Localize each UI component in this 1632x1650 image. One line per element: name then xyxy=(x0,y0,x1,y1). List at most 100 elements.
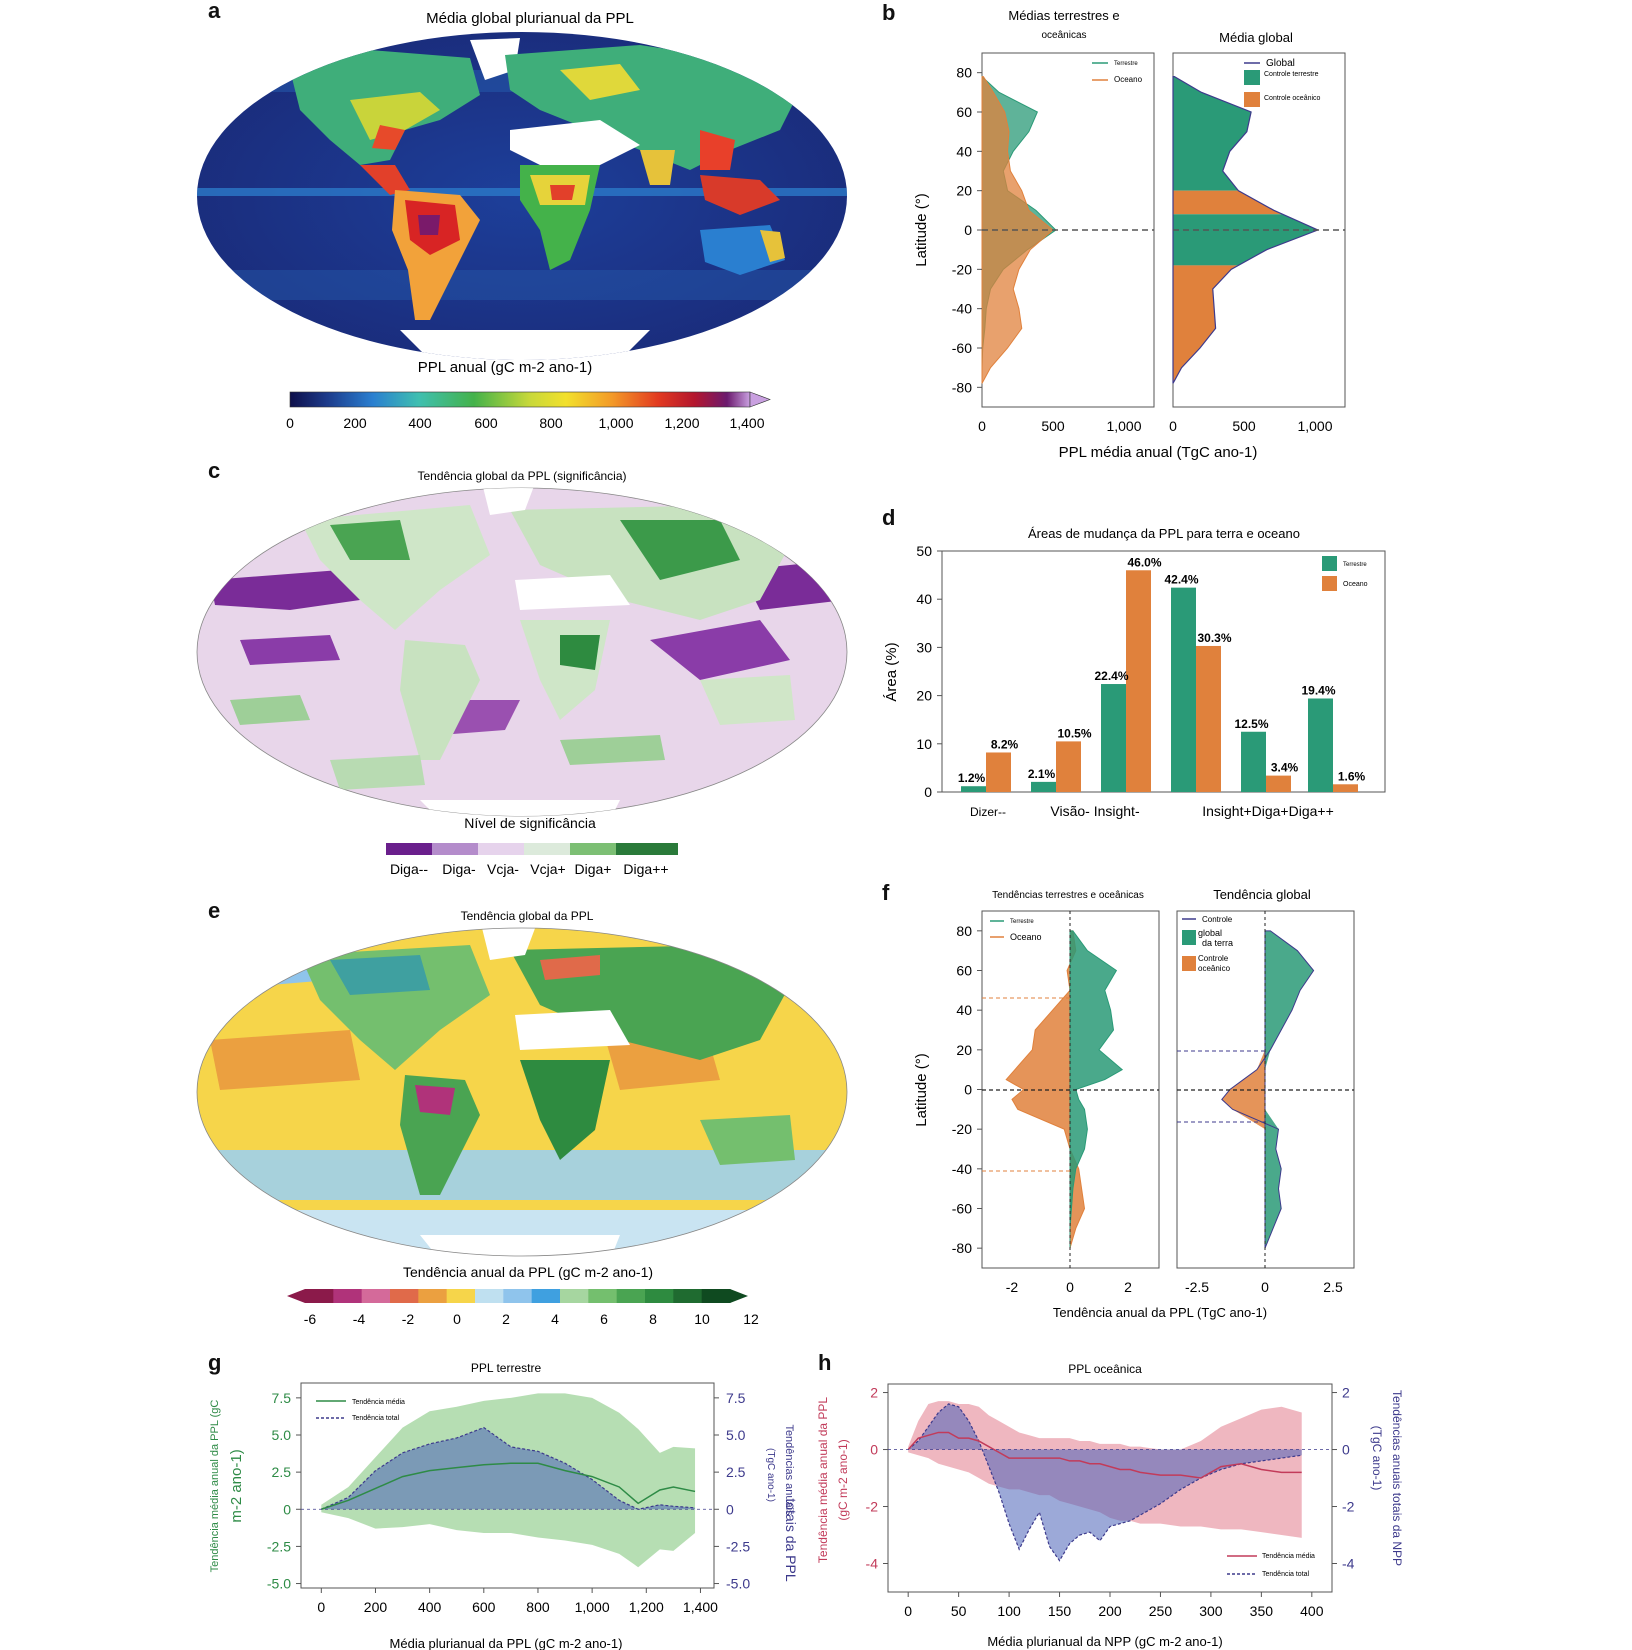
panel-letter-a: a xyxy=(208,0,221,23)
panel-b: Médias terrestres e oceânicas Média glob… xyxy=(913,8,1346,461)
e-cbar-tick: 2 xyxy=(502,1311,510,1327)
map-a-continents xyxy=(197,38,847,360)
e-cbar-cell xyxy=(390,1289,419,1303)
b-global-line xyxy=(1172,76,1320,384)
f-ytick-label: -40 xyxy=(952,1161,972,1177)
xtick-label: 150 xyxy=(1048,1603,1072,1619)
d-bar-ocean xyxy=(1196,645,1221,792)
ytick-right-label: -4 xyxy=(1342,1556,1355,1572)
panel-b-subtitle-left-1: Médias terrestres e xyxy=(1008,8,1119,23)
total-line xyxy=(321,1426,696,1510)
ytick-right-label: -2 xyxy=(1342,1499,1355,1515)
cbar-a-tick: 0 xyxy=(286,415,294,431)
b-ytick-label: 80 xyxy=(956,65,972,81)
mean-line xyxy=(321,1462,696,1510)
panel-c-colorbar xyxy=(386,843,678,855)
ytick-left-label: 0 xyxy=(283,1501,291,1517)
cbar-a-tick: 600 xyxy=(474,415,498,431)
panel-f-subtitle-right: Tendência global xyxy=(1213,887,1311,902)
panel-f-subtitle-left: Tendências terrestres e oceânicas xyxy=(992,890,1144,901)
cbar-c-cell xyxy=(386,843,432,855)
d-value-label-land: 22.4% xyxy=(1094,669,1128,683)
e-cbar-cell xyxy=(361,1289,391,1303)
e-cbar-cell xyxy=(560,1289,589,1303)
f-land-area xyxy=(1069,930,1124,1249)
panel-letter-h: h xyxy=(818,1350,831,1375)
panel-letter-e: e xyxy=(208,898,220,923)
cbar-c-tick: Diga+ xyxy=(575,861,612,877)
total-area xyxy=(908,1403,1302,1561)
cbar-a-tick: 1,000 xyxy=(598,415,633,431)
xtick-label: 400 xyxy=(418,1599,442,1615)
panel-a-colorbar xyxy=(289,391,751,408)
panel-d-xlabel: Dizer-- xyxy=(970,805,1006,819)
d-bar-land xyxy=(1101,684,1126,792)
panel-d-xlabel: Visão- Insight- xyxy=(1050,803,1140,819)
legend-b-ctrl-land-label: Controle terrestre xyxy=(1264,71,1319,78)
cbar-c-cell xyxy=(524,843,570,855)
panel-h-ylabel-left-2: (gC m-2 ano-1) xyxy=(836,1439,850,1520)
d-ytick-label: 10 xyxy=(916,736,932,752)
panel-b-xtick: 500 xyxy=(1232,418,1256,434)
legend-b-land-label: Terrestre xyxy=(1114,61,1138,67)
panel-g-title: PPL terrestre xyxy=(471,1361,542,1375)
panel-f-xtick: 0 xyxy=(1066,1279,1074,1295)
panel-h-xlabel: Média plurianual da NPP (gC m-2 ano-1) xyxy=(987,1634,1222,1649)
cbar-c-tick: Vcja- xyxy=(487,861,519,877)
legend-f-land-ctrl-label-2: da terra xyxy=(1202,938,1233,948)
f-ytick-label: -60 xyxy=(952,1201,972,1217)
panel-a-colorbar-arrow xyxy=(749,391,771,408)
e-cbar-tick: 4 xyxy=(551,1311,559,1327)
legend-d-land-label: Terrestre xyxy=(1343,562,1367,568)
f-ytick-label: -20 xyxy=(952,1121,972,1137)
panel-h: PPL oceânica 0 50 100 150 200 250 300 350 400 2 0 -… xyxy=(816,1362,1404,1649)
panel-a-colorbar-ticks: 0 200 400 600 800 1,000 1,200 1,400 xyxy=(286,415,765,431)
d-value-label-land: 2.1% xyxy=(1028,767,1056,781)
e-cbar-tick: 8 xyxy=(649,1311,657,1327)
legend-f-ocean-ctrl-swatch xyxy=(1182,956,1196,971)
panel-f-xtick: -2 xyxy=(1006,1279,1019,1295)
b-ytick-label: 20 xyxy=(956,183,972,199)
e-cbar-cell xyxy=(503,1289,533,1303)
panel-b-xtick: 0 xyxy=(1169,418,1177,434)
panel-a: Média global plurianual da PPL xyxy=(197,10,847,431)
e-cbar-tick: -2 xyxy=(402,1311,415,1327)
xtick-label: 300 xyxy=(1199,1603,1223,1619)
ytick-right-label: -2.5 xyxy=(726,1538,750,1554)
cbar-c-cell xyxy=(616,843,678,855)
f-ytick-label: 20 xyxy=(956,1042,972,1058)
legend-b-ctrl-ocean-label: Controle oceânico xyxy=(1264,95,1321,102)
ytick-right-label: 0 xyxy=(1342,1442,1350,1458)
panel-b-xtick: 500 xyxy=(1041,418,1065,434)
panel-g-ylabel-right-1: Tendências anuais xyxy=(783,1424,795,1516)
b-ytick-label: 60 xyxy=(956,104,972,120)
panel-e: Tendência global da PPL Tendência anual … xyxy=(196,909,848,1327)
d-value-label-land: 1.2% xyxy=(958,771,986,785)
legend-d-land-swatch xyxy=(1322,556,1337,571)
legend-g-mean-label: Tendência média xyxy=(352,1399,405,1406)
panel-g-ylabel-left-1: Tendência média anual da PPL (gC xyxy=(209,1400,221,1573)
panel-b-xtick: 0 xyxy=(978,418,986,434)
panel-a-title: Média global plurianual da PPL xyxy=(426,10,634,27)
panel-d-title: Áreas de mudança da PPL para terra e oce… xyxy=(1028,526,1300,541)
cbar-a-tick: 800 xyxy=(539,415,563,431)
legend-b-ocean-label: Oceano xyxy=(1114,75,1143,84)
d-ytick-label: 20 xyxy=(916,688,932,704)
e-cbar-cell xyxy=(475,1289,504,1303)
d-ytick-label: 30 xyxy=(916,639,932,655)
panel-f-ylabel: Latitude (°) xyxy=(913,1053,930,1127)
legend-b-ctrl-ocean-swatch xyxy=(1244,92,1260,107)
cbar-a-tick: 1,200 xyxy=(664,415,699,431)
panel-e-colorbar xyxy=(287,1289,748,1303)
mean-line xyxy=(907,1431,1302,1479)
legend-f-ocean-label: Oceano xyxy=(1010,932,1042,942)
panel-g: PPL terrestre 0 200 400 600 800 1,000 1,200 1,4… xyxy=(209,1361,799,1650)
cbar-c-tick: Diga++ xyxy=(623,861,668,877)
ytick-right-label: 2 xyxy=(1342,1385,1350,1401)
cbar-c-cell xyxy=(432,843,478,855)
panel-f-xtick: 2 xyxy=(1124,1279,1132,1295)
legend-d-ocean-label: Oceano xyxy=(1343,581,1368,588)
xtick-label: 100 xyxy=(997,1603,1021,1619)
e-cbar-cell xyxy=(701,1289,731,1303)
e-cbar-tick: 10 xyxy=(694,1311,710,1327)
